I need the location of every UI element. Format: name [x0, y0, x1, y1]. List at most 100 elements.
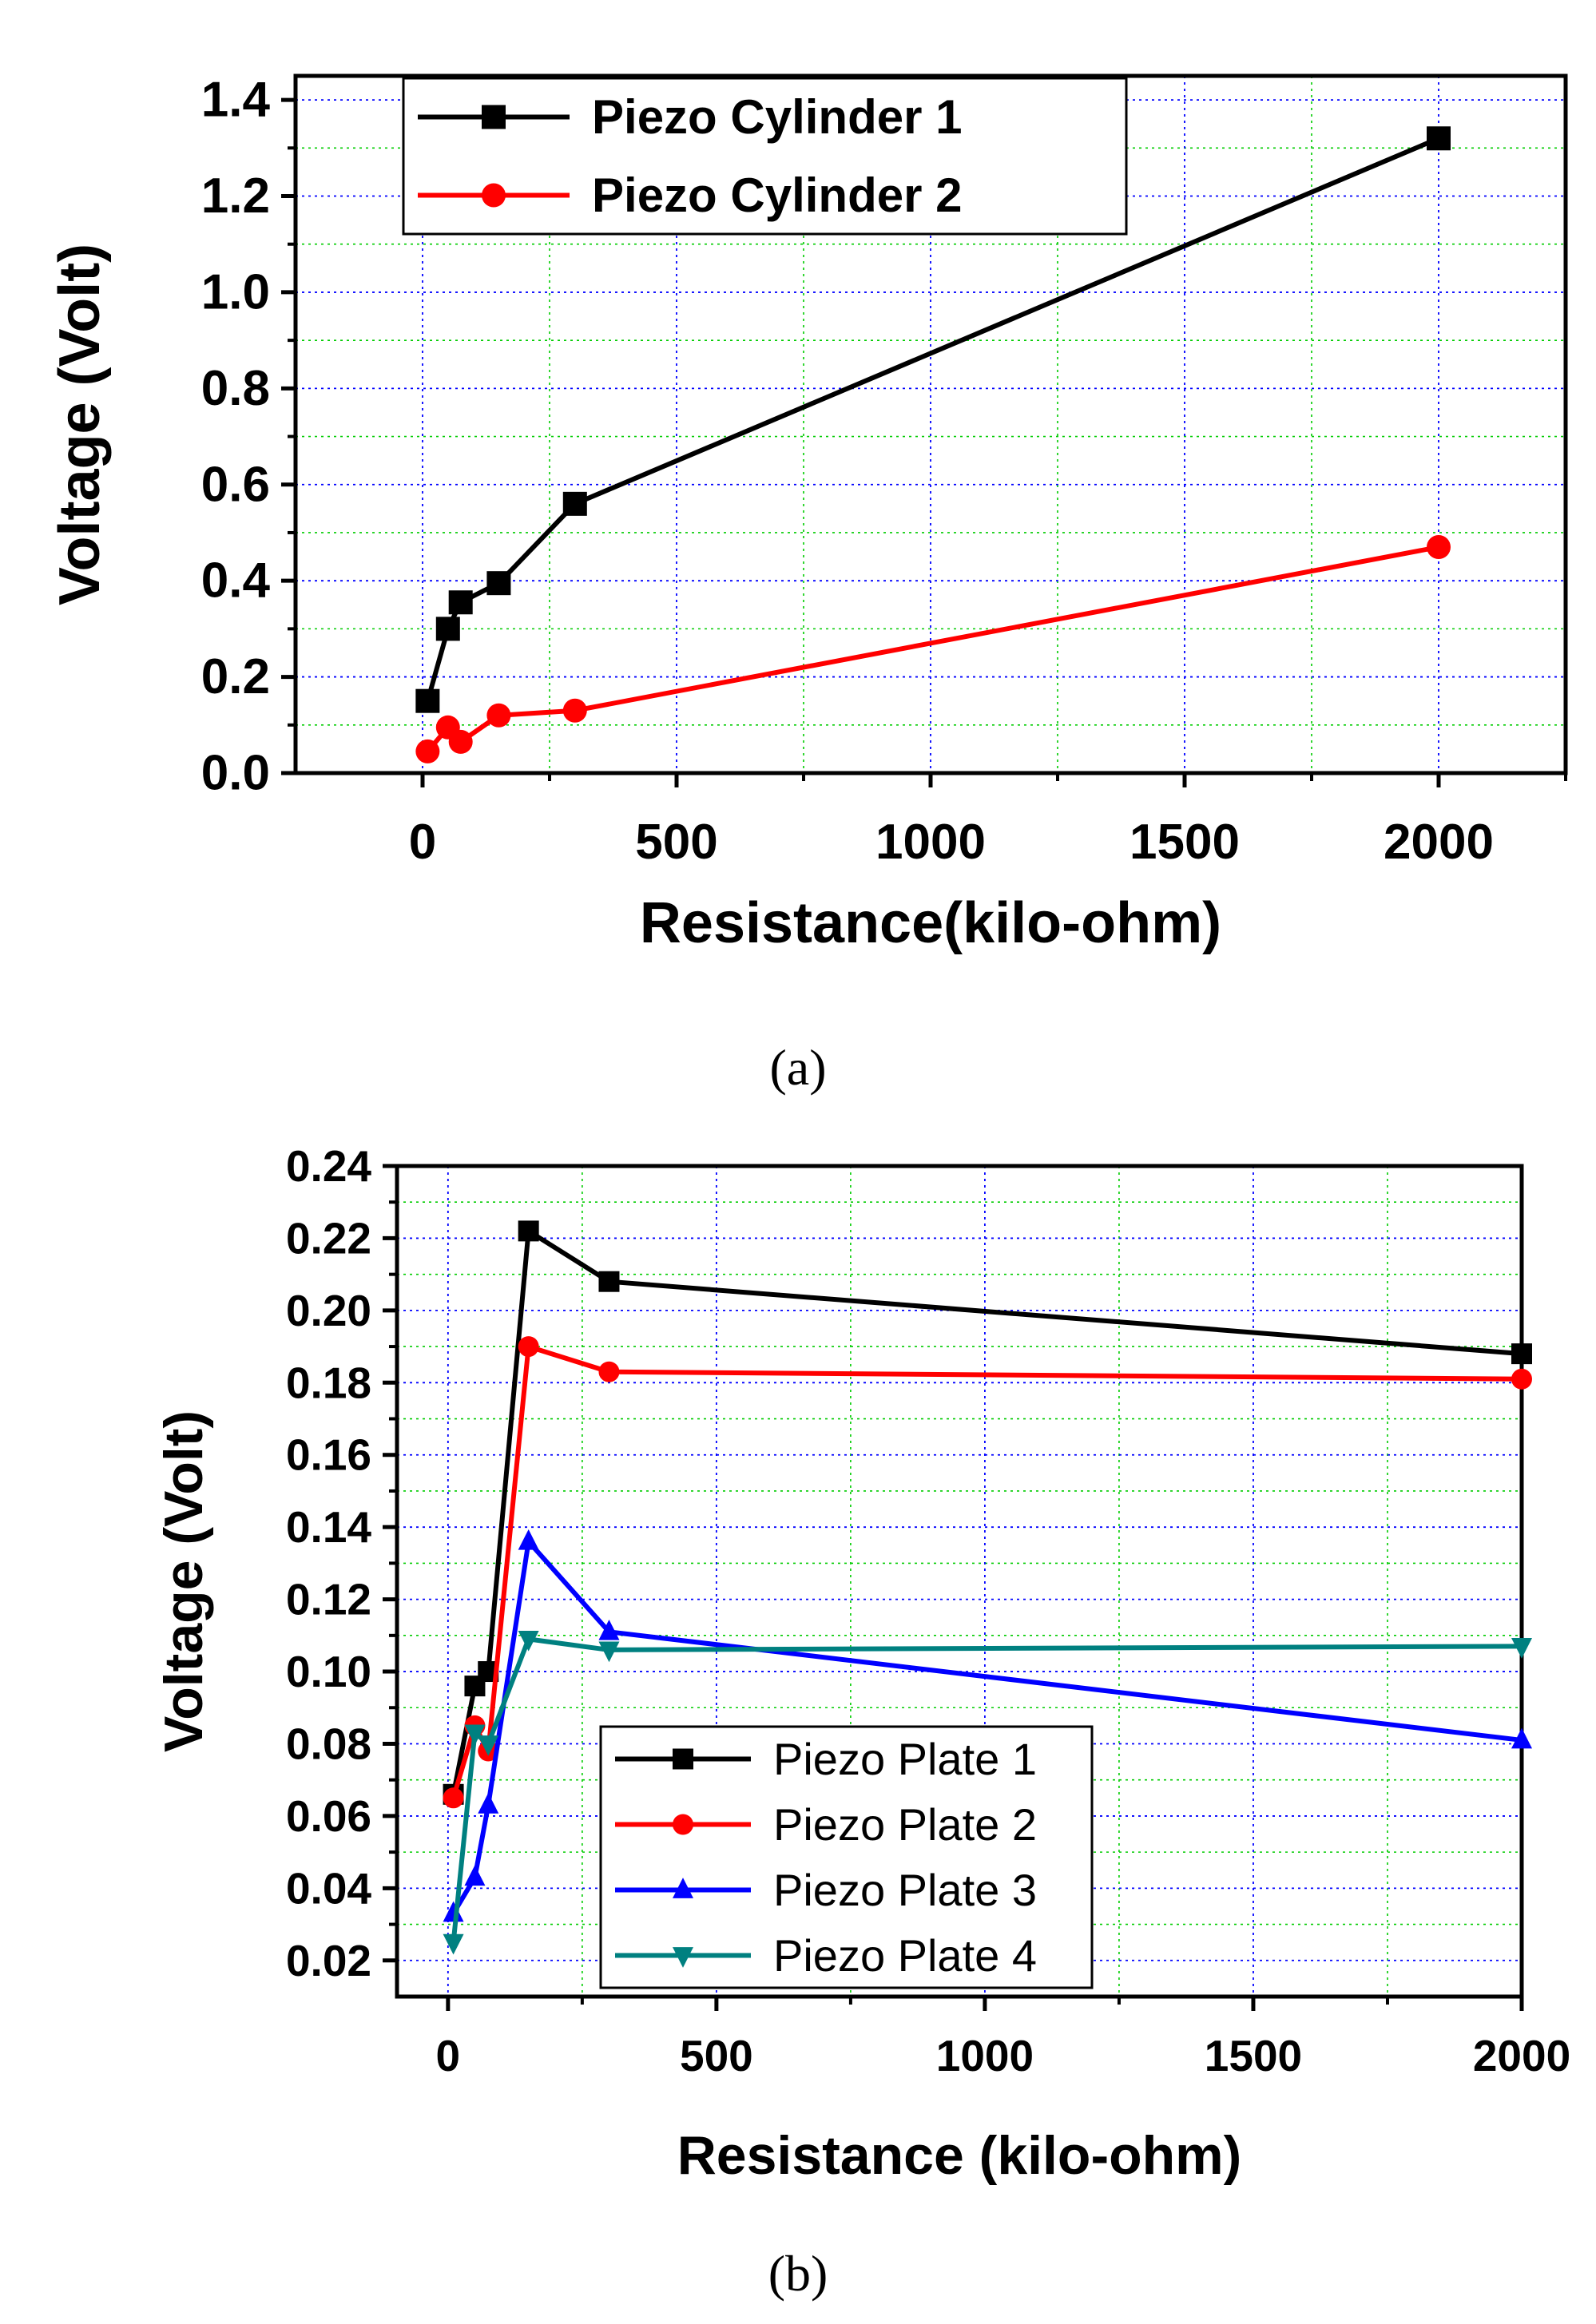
- data-point: [1511, 1727, 1532, 1749]
- grid: [397, 1166, 1522, 1997]
- chart-a: 0.0 0.2 0.4 0.6 0.8 1.0 1.2 1.4 0 500 1000 1500 2000…: [48, 73, 1568, 1096]
- legend-label: Piezo Cylinder 2: [592, 169, 962, 222]
- data-point: [518, 1630, 539, 1652]
- x-tick-label: 500: [635, 815, 717, 870]
- data-point: [518, 1220, 539, 1242]
- data-point: [562, 698, 587, 723]
- series-piezo-plate-4: [443, 1630, 1532, 1955]
- data-point: [464, 1724, 486, 1746]
- y-tick-label: 0.24: [286, 1141, 371, 1191]
- legend-item: Piezo Cylinder 1: [418, 90, 962, 144]
- y-tick-label: 0.16: [286, 1430, 371, 1480]
- data-point: [478, 1793, 499, 1814]
- x-axis-title: Resistance (kilo-ohm): [677, 2125, 1242, 2186]
- series-piezo-cylinder-1: [415, 126, 1451, 713]
- y-tick-label: 0.2: [201, 649, 270, 704]
- y-axis-title: Voltage (Volt): [48, 244, 112, 605]
- x-tick-label: 1000: [875, 815, 986, 870]
- legend-box: [599, 1725, 1094, 1989]
- y-tick-label: 0.06: [286, 1791, 371, 1841]
- data-point: [1511, 1343, 1532, 1365]
- data-point: [1511, 1368, 1532, 1390]
- legend-label: Piezo Cylinder 1: [592, 90, 962, 144]
- data-point: [518, 1336, 539, 1358]
- legend-label: Piezo Plate 4: [773, 1930, 1037, 1981]
- legend-marker: [673, 1947, 693, 1968]
- x-tick-label: 1000: [936, 2031, 1034, 2080]
- legend-label: Piezo Plate 1: [773, 1734, 1037, 1784]
- legend-label: Piezo Plate 2: [773, 1799, 1037, 1850]
- legend-marker: [482, 105, 506, 129]
- legend-item: Piezo Cylinder 2: [418, 169, 962, 222]
- data-point: [598, 1271, 620, 1292]
- legend-marker: [482, 183, 506, 208]
- x-tick-label: 2000: [1384, 815, 1494, 870]
- data-point: [518, 1529, 539, 1550]
- data-point: [1427, 126, 1451, 151]
- data-point: [443, 1933, 464, 1955]
- y-tick-label: 0.18: [286, 1358, 371, 1407]
- data-point: [464, 1865, 486, 1886]
- panel-label: (b): [768, 2245, 828, 2302]
- data-point: [435, 617, 460, 641]
- y-tick-label: 0.12: [286, 1575, 371, 1624]
- x-tick-label: 500: [680, 2031, 753, 2080]
- data-point: [562, 491, 587, 516]
- legend-box: [402, 77, 1128, 236]
- data-point: [448, 590, 473, 615]
- data-point: [598, 1361, 620, 1382]
- y-tick-label: 1.4: [201, 73, 271, 128]
- data-point: [486, 703, 511, 728]
- legend-marker: [673, 1748, 693, 1770]
- data-point: [415, 688, 440, 713]
- legend-item: Piezo Plate 2: [615, 1799, 1037, 1850]
- y-tick-label: 0.02: [286, 1936, 371, 1985]
- y-tick-label: 0.10: [286, 1647, 371, 1696]
- y-tick-label: 0.20: [286, 1286, 371, 1335]
- data-point: [598, 1641, 620, 1663]
- x-tick-label: 1500: [1205, 2031, 1302, 2080]
- legend-item: Piezo Plate 3: [615, 1865, 1037, 1915]
- series-line: [451, 1228, 1523, 1795]
- x-tick-label: 0: [436, 2031, 461, 2080]
- y-tick-label: 1.2: [201, 169, 270, 224]
- data-point: [443, 1787, 464, 1809]
- data-point: [415, 739, 440, 763]
- y-tick-label: 0.08: [286, 1719, 371, 1768]
- plot-frame: [395, 1164, 1524, 1999]
- data-point: [478, 1735, 499, 1756]
- y-tick-label: 1.0: [201, 264, 270, 319]
- y-tick-label: 0.04: [286, 1863, 371, 1913]
- x-tick-label: 1500: [1130, 815, 1240, 870]
- y-axis-title: Voltage (Volt): [153, 1410, 214, 1752]
- legend: Piezo Plate 1 Piezo Plate 2 Piezo Plate 3 P…: [599, 1725, 1094, 1989]
- data-point: [1511, 1638, 1532, 1659]
- x-tick-label: 2000: [1473, 2031, 1570, 2080]
- ticks: 0.0 0.2 0.4 0.6 0.8 1.0 1.2 1.4 0 500 1000 1500 2000: [201, 73, 1567, 870]
- x-axis-title: Resistance(kilo-ohm): [640, 891, 1221, 955]
- legend-label: Piezo Plate 3: [773, 1865, 1037, 1915]
- legend-item: Piezo Plate 1: [615, 1734, 1037, 1784]
- data-point: [448, 729, 473, 754]
- chart-b: 0.02 0.04 0.06 0.08 0.10 0.12 0.14 0.16 0.18 0.20…: [153, 1141, 1570, 2302]
- series-line: [425, 136, 1440, 702]
- x-tick-label: 0: [409, 815, 436, 870]
- data-point: [598, 1619, 620, 1640]
- legend: Piezo Cylinder 1 Piezo Cylinder 2: [402, 77, 1128, 236]
- legend-marker: [673, 1814, 693, 1835]
- y-tick-label: 0.14: [286, 1502, 371, 1552]
- y-tick-label: 0.0: [201, 746, 270, 801]
- ticks: 0.02 0.04 0.06 0.08 0.10 0.12 0.14 0.16 0.18 0.20…: [286, 1141, 1570, 2080]
- panel-label: (a): [769, 1039, 826, 1096]
- y-tick-label: 0.6: [201, 457, 270, 512]
- series-line: [451, 1636, 1523, 1943]
- data-point: [1427, 535, 1451, 560]
- legend-item: Piezo Plate 4: [615, 1930, 1037, 1981]
- y-tick-label: 0.22: [286, 1213, 371, 1263]
- data-point: [443, 1901, 464, 1922]
- y-tick-label: 0.8: [201, 361, 270, 416]
- data-point: [486, 571, 511, 596]
- y-tick-label: 0.4: [201, 553, 271, 609]
- legend-marker: [673, 1878, 693, 1898]
